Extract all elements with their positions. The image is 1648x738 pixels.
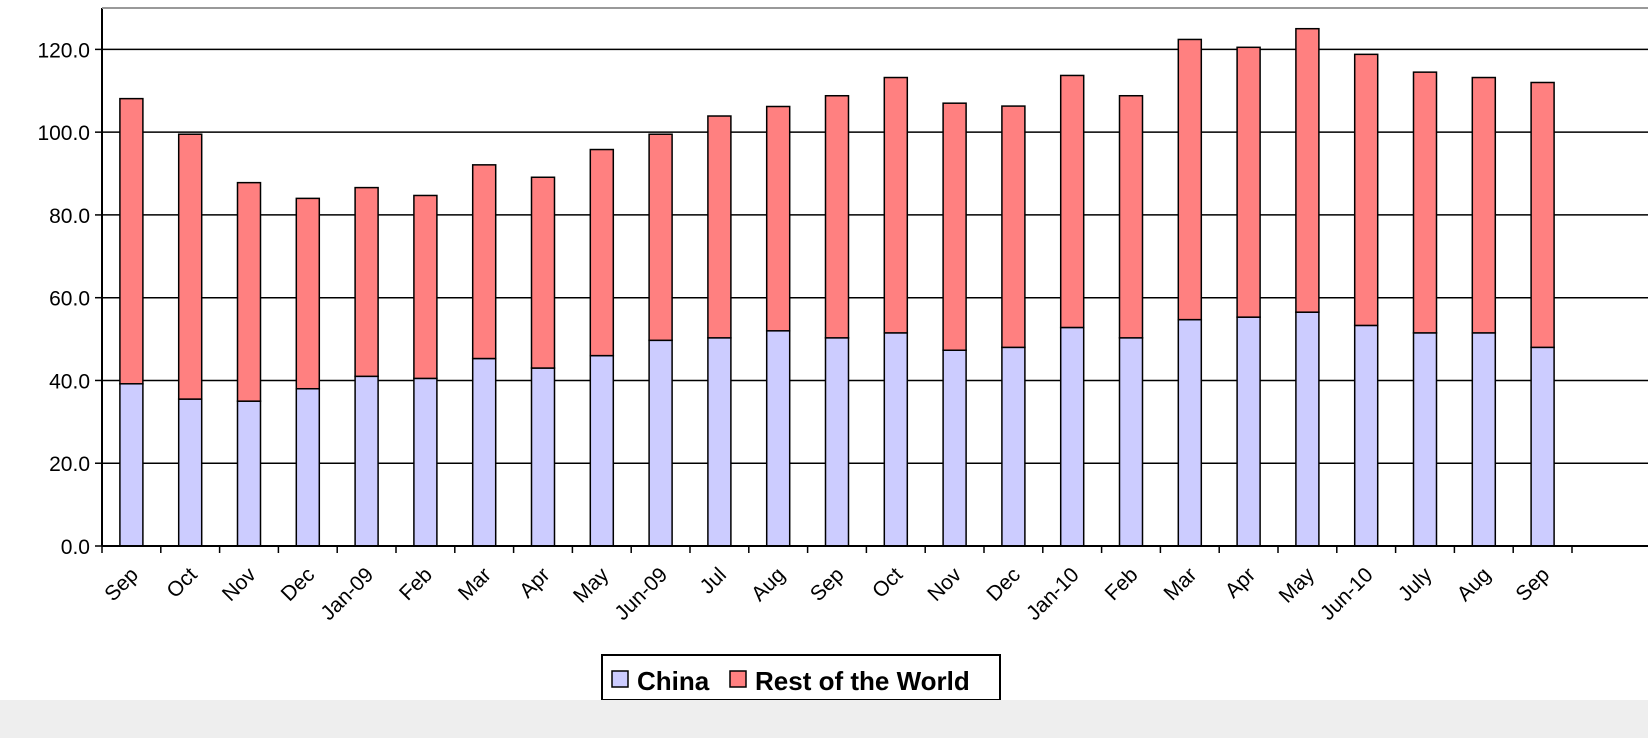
- x-tick-label: Mar: [454, 563, 496, 605]
- x-tick-label: May: [569, 563, 614, 608]
- legend-label-china: China: [637, 666, 710, 696]
- bar-china: [824, 337, 850, 547]
- bar-rest-of-the-world: [765, 105, 791, 332]
- bar-china: [1295, 311, 1320, 547]
- bar-rest-of-the-world: [471, 164, 497, 360]
- bar-china: [1177, 318, 1203, 547]
- x-tick-label: Dec: [982, 563, 1025, 606]
- x-tick-label: Nov: [218, 563, 261, 606]
- bar-rest-of-the-world: [883, 76, 909, 334]
- bar-china: [295, 387, 321, 547]
- bar-rest-of-the-world: [236, 181, 262, 402]
- bar-china: [177, 398, 203, 547]
- bar-china: [119, 383, 144, 547]
- bar-rest-of-the-world: [1295, 27, 1320, 313]
- bar-china: [1236, 316, 1261, 547]
- bars: [119, 27, 1555, 547]
- x-tick-label: Apr: [515, 563, 554, 602]
- bar-rest-of-the-world: [177, 133, 203, 400]
- legend-frame: [601, 654, 1001, 700]
- bar-china: [354, 375, 379, 547]
- bar-china: [1001, 346, 1026, 547]
- bar-rest-of-the-world: [530, 176, 556, 369]
- bar-china: [530, 367, 556, 547]
- x-tick-label: Jun-10: [1316, 563, 1378, 625]
- y-tick-label: 120.0: [37, 39, 90, 62]
- bar-rest-of-the-world: [1236, 46, 1261, 318]
- x-tick-label: Oct: [868, 563, 907, 602]
- x-tick-label: Feb: [395, 563, 437, 605]
- legend-label-rest-of-the-world: Rest of the World: [755, 666, 970, 696]
- bar-rest-of-the-world: [589, 148, 615, 357]
- bar-china: [1530, 346, 1555, 547]
- bar-china: [883, 332, 909, 547]
- y-tick-label: 80.0: [49, 205, 90, 228]
- bar-china: [1118, 337, 1144, 547]
- x-tick-label: Sep: [100, 563, 143, 606]
- bottom-strip: [0, 700, 1648, 738]
- bar-rest-of-the-world: [1118, 94, 1144, 339]
- x-tick-label: Jun-09: [610, 563, 672, 625]
- legend-swatch-china: [611, 670, 629, 688]
- bar-china: [707, 337, 732, 547]
- bar-china: [1353, 324, 1379, 547]
- legend-swatch-rest-of-the-world: [729, 670, 747, 688]
- bar-rest-of-the-world: [648, 133, 673, 342]
- x-tick-label: Aug: [747, 563, 790, 606]
- x-tick-label: Aug: [1453, 563, 1496, 606]
- bar-china: [648, 339, 673, 547]
- y-tick-label: 0.0: [61, 536, 90, 559]
- bar-rest-of-the-world: [824, 94, 850, 339]
- y-tick-label: 60.0: [49, 288, 90, 311]
- x-tick-label: Nov: [923, 563, 966, 606]
- x-tick-label: Apr: [1221, 563, 1260, 602]
- bar-china: [942, 349, 967, 547]
- x-tick-label: Jul: [696, 563, 731, 598]
- x-tick-label: Feb: [1101, 563, 1143, 605]
- bar-rest-of-the-world: [942, 102, 967, 352]
- bar-china: [1471, 332, 1497, 547]
- y-tick-label: 100.0: [37, 122, 90, 145]
- x-tick-label: Dec: [277, 563, 320, 606]
- bar-china: [589, 354, 615, 547]
- y-tick-label: 20.0: [49, 453, 90, 476]
- bar-china: [1059, 326, 1085, 547]
- bar-rest-of-the-world: [413, 194, 438, 380]
- bar-china: [413, 377, 438, 547]
- x-tick-label: Mar: [1159, 563, 1201, 605]
- bar-china: [1412, 332, 1438, 547]
- x-tick-label: Jan-09: [316, 563, 378, 625]
- bar-rest-of-the-world: [1059, 74, 1085, 329]
- x-tick-label: July: [1394, 563, 1437, 606]
- bar-rest-of-the-world: [295, 197, 321, 390]
- bar-rest-of-the-world: [1530, 81, 1555, 349]
- bar-rest-of-the-world: [1471, 76, 1497, 334]
- y-axis-ticks: 0.0 20.0 40.0 60.0 80.0 100.0 120.0: [37, 39, 102, 559]
- bar-rest-of-the-world: [354, 186, 379, 378]
- bar-rest-of-the-world: [119, 97, 144, 385]
- x-tick-label: Sep: [806, 563, 849, 606]
- axes: [101, 7, 1648, 547]
- stacked-bar-chart: 0.0 20.0 40.0 60.0 80.0 100.0 120.0 Sep Oct Nov D…: [37, 7, 1648, 700]
- legend: China Rest of the World: [601, 654, 1001, 700]
- bar-china: [471, 357, 497, 547]
- bar-rest-of-the-world: [1001, 105, 1026, 349]
- bar-rest-of-the-world: [1353, 53, 1379, 327]
- x-tick-label: May: [1275, 563, 1320, 608]
- x-tick-label: Sep: [1511, 563, 1554, 606]
- x-tick-label: Jan-10: [1022, 563, 1084, 625]
- y-tick-label: 40.0: [49, 370, 90, 393]
- x-tick-label: Oct: [162, 563, 201, 602]
- bar-china: [236, 400, 262, 547]
- bar-china: [765, 330, 791, 547]
- bar-rest-of-the-world: [1412, 71, 1438, 334]
- bar-rest-of-the-world: [707, 115, 732, 339]
- bar-rest-of-the-world: [1177, 38, 1203, 321]
